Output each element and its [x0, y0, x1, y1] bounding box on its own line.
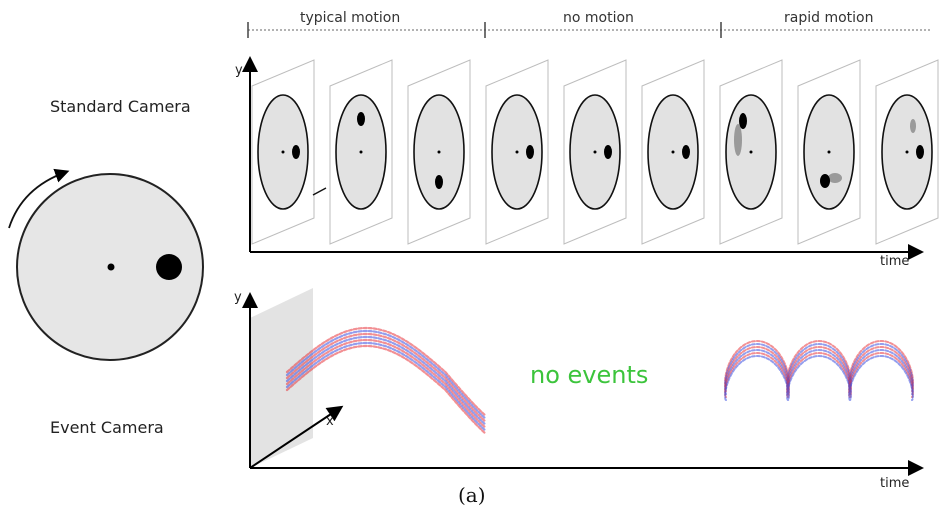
positive-events [285, 338, 487, 429]
frame-center-dot [437, 150, 441, 154]
negative-events [285, 341, 487, 432]
positive-events [285, 326, 487, 417]
frame-dot [682, 145, 690, 159]
frame-center-dot [905, 150, 909, 154]
negative-events [724, 354, 914, 401]
frame-center-dot [593, 150, 597, 154]
motion-blur [910, 119, 916, 133]
bottom-time-axis-label: time [880, 476, 910, 491]
event-space [242, 288, 924, 476]
event-frame-plane [250, 288, 313, 468]
bottom-y-axis-label: y [234, 290, 242, 305]
camera-frame [407, 59, 471, 245]
negative-events [285, 329, 487, 420]
top-axes [242, 56, 924, 260]
positive-events [724, 351, 914, 398]
positive-events [285, 332, 487, 423]
negative-events [724, 348, 914, 395]
frame-center-dot [827, 150, 831, 154]
rotating-disk [16, 173, 204, 361]
camera-frame [719, 59, 783, 245]
event-stream-rapid-motion [724, 339, 914, 401]
frame-dot [357, 112, 365, 126]
camera-frame [641, 59, 705, 245]
event-camera-label: Event Camera [50, 418, 164, 437]
frame-center-dot [749, 150, 753, 154]
negative-events [285, 335, 487, 426]
frame-center-dot [359, 150, 363, 154]
camera-frame [485, 59, 549, 245]
segment-label-rapid-motion: rapid motion [784, 10, 874, 26]
frame-dot [435, 175, 443, 189]
camera-frame [875, 59, 939, 245]
top-y-axis-label: y [235, 63, 243, 78]
frame-connector [312, 187, 327, 196]
standard-camera-label: Standard Camera [50, 97, 191, 116]
bottom-x-axis-label: x [326, 414, 334, 429]
positive-events [724, 339, 914, 386]
top-time-axis-label: time [880, 254, 910, 269]
frame-dot [916, 145, 924, 159]
frame-dot [739, 113, 747, 129]
segment-label-typical-motion: typical motion [300, 10, 401, 26]
frame-dot [604, 145, 612, 159]
camera-frame [563, 59, 627, 245]
frame-center-dot [671, 150, 675, 154]
frame-dot [292, 145, 300, 159]
no-events-label: no events [530, 361, 649, 389]
event-stream-typical-motion [285, 326, 487, 435]
frame-dot [526, 145, 534, 159]
camera-frame [251, 59, 315, 245]
negative-events [724, 342, 914, 389]
rotation-arrow [8, 168, 70, 229]
frame-dot [820, 174, 830, 188]
camera-frame [797, 59, 861, 245]
segment-header [247, 22, 930, 38]
positive-events [724, 345, 914, 392]
figure-caption: (a) [458, 483, 486, 507]
positive-events [285, 344, 487, 435]
frames-sequence [251, 59, 939, 245]
motion-blur [828, 173, 842, 183]
frame-center-dot [515, 150, 519, 154]
frame-center-dot [281, 150, 285, 154]
camera-frame [329, 59, 393, 245]
motion-blur [734, 124, 742, 156]
segment-label-no-motion: no motion [563, 10, 634, 26]
